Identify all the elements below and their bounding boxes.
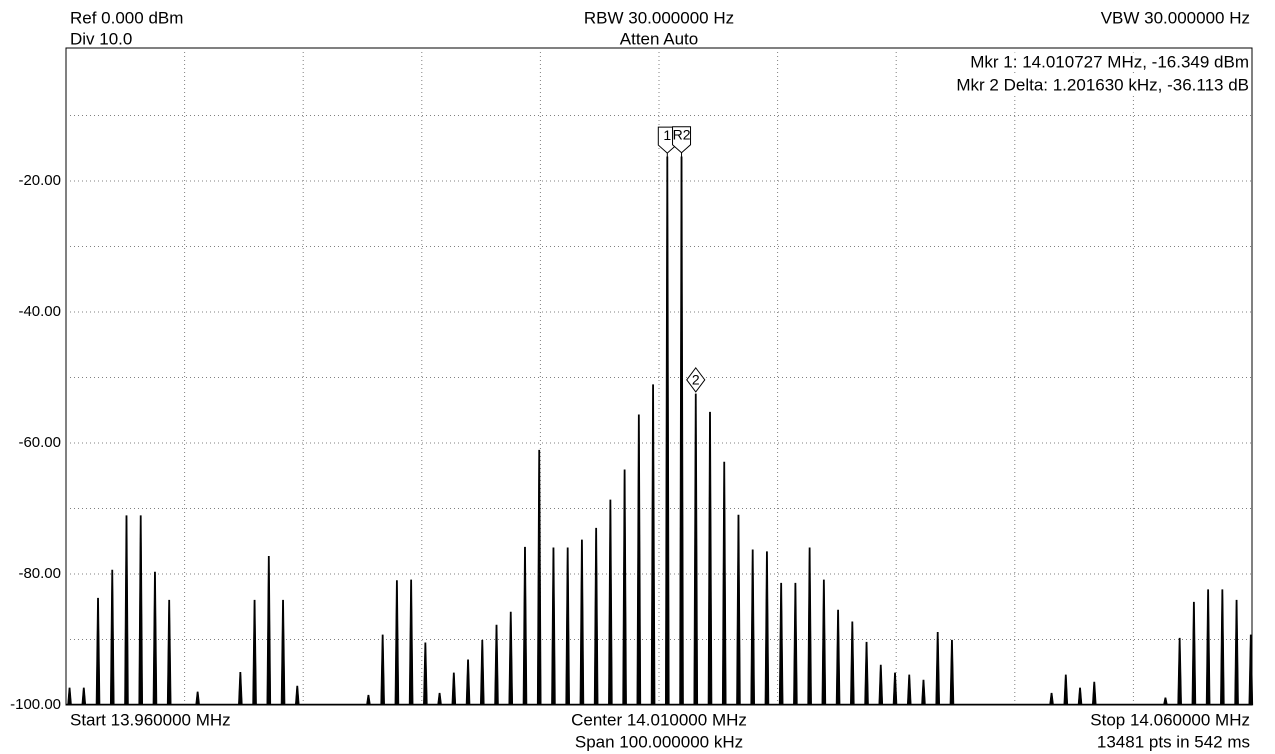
marker-label: R2 xyxy=(673,126,691,142)
y-tick-label: -100.00 xyxy=(10,696,61,713)
y-tick-label: -80.00 xyxy=(18,565,61,582)
sweep-info: 13481 pts in 542 ms xyxy=(1097,732,1250,751)
marker xyxy=(686,367,706,393)
vbw: VBW 30.000000 Hz xyxy=(1101,8,1250,27)
start-freq: Start 13.960000 MHz xyxy=(70,710,231,729)
y-tick-label: -40.00 xyxy=(18,303,61,320)
attenuation: Atten Auto xyxy=(620,29,698,48)
marker-1-readout: Mkr 1: 14.010727 MHz, -16.349 dBm xyxy=(970,52,1249,71)
y-tick-label: -60.00 xyxy=(18,434,61,451)
readout-background xyxy=(968,52,1250,72)
plot: -20.00 -40.00 -60.00 -80.00 -100.00 1 R2 2 Mkr 1… xyxy=(10,47,1254,713)
marker-label: 1 xyxy=(663,127,671,143)
y-tick-label: -20.00 xyxy=(18,172,61,189)
stop-freq: Stop 14.060000 MHz xyxy=(1090,710,1250,729)
marker xyxy=(672,126,692,154)
readout-background xyxy=(954,75,1250,95)
division: Div 10.0 xyxy=(70,29,132,48)
center-freq: Center 14.010000 MHz xyxy=(571,710,747,729)
marker-2-readout: Mkr 2 Delta: 1.201630 kHz, -36.113 dB xyxy=(956,75,1249,94)
ref-level: Ref 0.000 dBm xyxy=(70,8,183,27)
rbw: RBW 30.000000 Hz xyxy=(584,8,734,27)
marker-label: 2 xyxy=(692,372,700,388)
span: Span 100.000000 kHz xyxy=(575,732,743,751)
